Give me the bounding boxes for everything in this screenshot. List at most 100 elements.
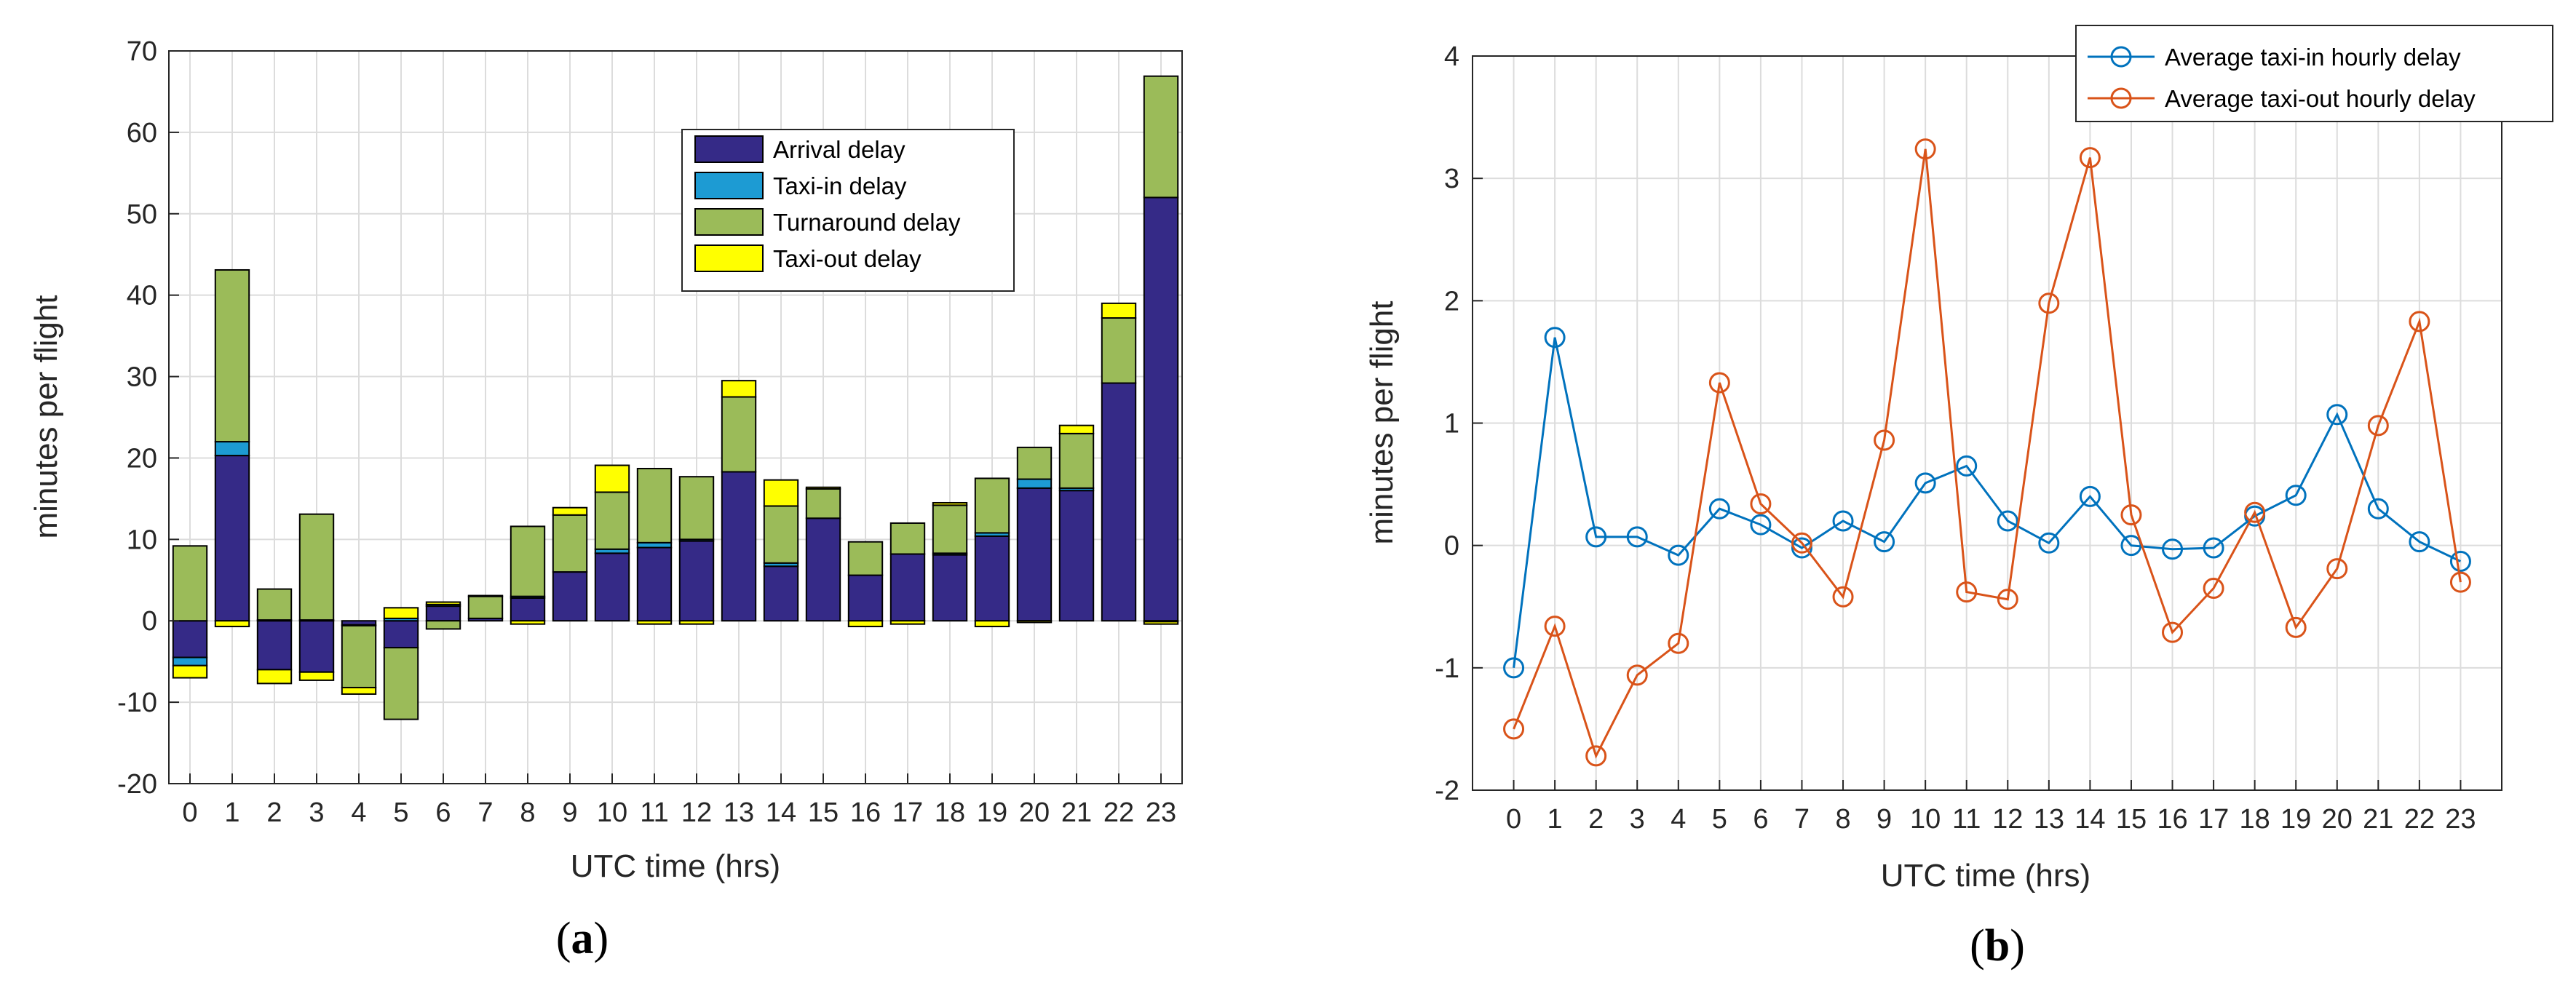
point-average-taxi-out-hourly-delay-9 (1874, 429, 1895, 451)
chart-b-ytick-label: -2 (1435, 776, 1459, 806)
bar-turnaround-delay-8 (510, 525, 546, 597)
chart-b-xtick-label: 10 (1910, 804, 1941, 835)
point-average-taxi-out-hourly-delay-14 (2079, 147, 2101, 169)
chart-b-xtick-label: 6 (1753, 804, 1768, 835)
bar-arrival-delay-8 (510, 597, 546, 622)
bar-arrival-delay-3 (298, 620, 335, 673)
point-average-taxi-out-hourly-delay-6 (1750, 493, 1772, 514)
bar-arrival-delay-11 (636, 546, 673, 622)
point-average-taxi-out-hourly-delay-4 (1668, 632, 1689, 654)
chart-b-xtick-label: 18 (2239, 804, 2270, 835)
point-average-taxi-in-hourly-delay-0 (1503, 657, 1525, 679)
chart-b-legend-marker (2110, 87, 2132, 109)
bar-turnaround-delay-3 (298, 513, 335, 621)
bar-taxi-out-delay-9 (552, 506, 588, 516)
bar-turnaround-delay-21 (1058, 432, 1095, 489)
bar-turnaround-delay-5 (383, 647, 419, 720)
point-average-taxi-in-hourly-delay-22 (2409, 531, 2430, 553)
bar-turnaround-delay-15 (805, 487, 841, 520)
point-average-taxi-out-hourly-delay-15 (2120, 504, 2142, 526)
bar-taxi-out-delay-21 (1058, 424, 1095, 434)
point-average-taxi-out-hourly-delay-23 (2449, 571, 2471, 593)
bar-turnaround-delay-2 (256, 588, 293, 621)
point-average-taxi-in-hourly-delay-10 (1914, 472, 1936, 494)
chart-b-legend-box (2075, 25, 2553, 122)
bar-turnaround-delay-4 (341, 624, 377, 688)
point-average-taxi-in-hourly-delay-21 (2367, 498, 2389, 520)
chart-a-ytick-label: 20 (127, 443, 157, 474)
point-average-taxi-out-hourly-delay-22 (2409, 311, 2430, 333)
chart-a-legend-label: Arrival delay (773, 136, 905, 163)
bar-arrival-delay-19 (974, 535, 1010, 622)
point-average-taxi-out-hourly-delay-2 (1585, 745, 1607, 767)
point-average-taxi-out-hourly-delay-13 (2038, 292, 2060, 314)
bar-taxi-in-delay-1 (214, 441, 250, 457)
bar-turnaround-delay-11 (636, 467, 673, 544)
bar-turnaround-delay-14 (763, 505, 799, 564)
bar-taxi-out-delay-2 (256, 669, 293, 685)
chart-b-xtick-label: 16 (2157, 804, 2187, 835)
bar-arrival-delay-21 (1058, 490, 1095, 622)
bar-taxi-out-delay-20 (1016, 620, 1053, 624)
chart-a-legend-label: Turnaround delay (773, 209, 961, 236)
chart-b-ytick-label: 4 (1444, 41, 1459, 72)
chart-a-xtick-label: 2 (266, 797, 282, 828)
point-average-taxi-in-hourly-delay-7 (1791, 537, 1812, 559)
chart-b-xtick-label: 0 (1506, 804, 1521, 835)
bar-arrival-delay-12 (678, 540, 715, 622)
chart-a-xtick-label: 23 (1146, 797, 1176, 828)
bar-arrival-delay-16 (847, 574, 884, 622)
chart-b-xtick-label: 1 (1547, 804, 1563, 835)
chart-a-xtick-label: 9 (562, 797, 577, 828)
bar-taxi-out-delay-1 (214, 620, 250, 628)
point-average-taxi-in-hourly-delay-3 (1626, 526, 1648, 548)
bar-taxi-out-delay-14 (763, 479, 799, 507)
chart-a-legend-swatch (694, 135, 764, 163)
point-average-taxi-out-hourly-delay-8 (1832, 586, 1854, 608)
point-average-taxi-in-hourly-delay-23 (2449, 551, 2471, 573)
bar-turnaround-delay-12 (678, 476, 715, 541)
panel-label-b-letter: b (1985, 921, 2010, 971)
bar-arrival-delay-14 (763, 565, 799, 622)
point-average-taxi-in-hourly-delay-5 (1708, 498, 1730, 520)
chart-a-xtick-label: 1 (224, 797, 239, 828)
panel-label-b: (b) (1970, 921, 2025, 971)
chart-b-ytick-label: 1 (1444, 409, 1459, 439)
point-average-taxi-out-hourly-delay-17 (2203, 578, 2224, 600)
bar-arrival-delay-15 (805, 517, 841, 622)
chart-b-xtick-label: 19 (2280, 804, 2311, 835)
bar-turnaround-delay-20 (1016, 446, 1053, 480)
bar-arrival-delay-20 (1016, 487, 1053, 622)
bar-arrival-delay-5 (383, 620, 419, 649)
bar-taxi-out-delay-12 (678, 620, 715, 625)
bar-taxi-in-delay-0 (172, 656, 208, 666)
bar-taxi-out-delay-18 (932, 501, 968, 506)
chart-b-legend: Average taxi-in hourly delay Average taxi… (2075, 25, 2553, 122)
bar-taxi-out-delay-22 (1101, 302, 1137, 319)
chart-a-bars (172, 75, 1179, 720)
line-average-taxi-in-hourly-delay (1513, 337, 2462, 668)
bar-taxi-in-delay-11 (636, 541, 673, 549)
chart-a-legend-swatch (694, 244, 764, 272)
chart-b-ylabel: minutes per flight (1364, 301, 1400, 544)
point-average-taxi-out-hourly-delay-19 (2285, 616, 2307, 638)
bar-arrival-delay-10 (594, 552, 630, 622)
chart-a-xlabel: UTC time (hrs) (571, 848, 780, 884)
point-average-taxi-in-hourly-delay-19 (2285, 485, 2307, 506)
chart-a-xtick-label: 10 (597, 797, 627, 828)
chart-b-xtick-label: 12 (1992, 804, 2023, 835)
bar-turnaround-delay-22 (1101, 317, 1137, 384)
bar-turnaround-delay-7 (467, 595, 504, 619)
point-average-taxi-out-hourly-delay-3 (1626, 664, 1648, 686)
point-average-taxi-in-hourly-delay-15 (2120, 535, 2142, 557)
bar-taxi-out-delay-7 (467, 594, 504, 597)
chart-a-xtick-label: 0 (182, 797, 197, 828)
bar-arrival-delay-17 (889, 553, 926, 622)
chart-b-xtick-label: 2 (1588, 804, 1604, 835)
chart-a-legend-swatch (694, 208, 764, 236)
chart-a-legend-swatch (694, 172, 764, 199)
point-average-taxi-out-hourly-delay-10 (1914, 138, 1936, 160)
